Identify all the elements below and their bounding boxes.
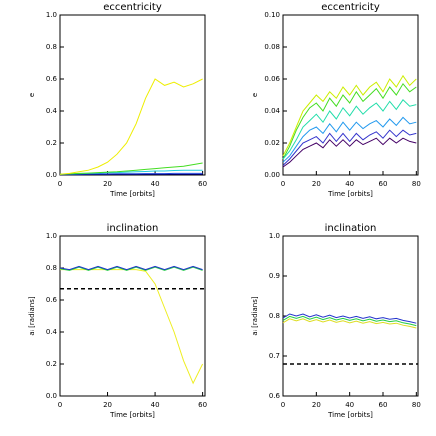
y-tick-label: 0.10 [264, 11, 280, 19]
y-axis-label: e [28, 93, 36, 97]
y-tick-label: 0.0 [46, 392, 57, 400]
x-tick-label: 0 [281, 180, 285, 188]
y-tick-label: 0.9 [269, 272, 280, 280]
x-tick-label: 20 [103, 401, 112, 409]
series-line [59, 162, 203, 175]
series-line [282, 137, 417, 168]
x-tick-label: 40 [345, 401, 354, 409]
y-axis-label: aᵢ [radians] [28, 296, 36, 335]
y-tick-label: 0.06 [264, 75, 280, 83]
x-tick-label: 20 [312, 401, 321, 409]
x-tick-label: 80 [412, 180, 421, 188]
y-tick-label: 0.8 [46, 43, 57, 51]
y-tick-label: 0.00 [264, 171, 280, 179]
series-line [282, 318, 417, 329]
x-tick-label: 60 [198, 401, 207, 409]
series-line [59, 266, 203, 271]
y-tick-label: 0.4 [46, 328, 58, 336]
x-tick-label: 40 [151, 401, 160, 409]
x-tick-label: 60 [198, 180, 207, 188]
x-tick-label: 80 [412, 401, 421, 409]
panel-title: inclination [107, 223, 159, 234]
series-line [60, 269, 204, 385]
x-axis-label: Time [orbits] [327, 190, 373, 198]
x-tick-label: 60 [379, 180, 388, 188]
series-line [282, 313, 417, 324]
plot-frame [282, 14, 419, 176]
series-line [59, 265, 203, 271]
y-tick-label: 0.8 [46, 264, 57, 272]
y-tick-label: 0.7 [269, 352, 280, 360]
panel-title: eccentricity [103, 2, 162, 13]
series-line [282, 82, 417, 160]
y-tick-label: 0.08 [264, 43, 280, 51]
series-line [282, 116, 417, 163]
x-axis-label: Time [orbits] [109, 411, 155, 419]
y-tick-label: 0.04 [264, 107, 280, 115]
series-line [282, 315, 417, 327]
y-tick-label: 0.6 [269, 392, 281, 400]
x-tick-label: 0 [58, 401, 62, 409]
panel-title: inclination [325, 223, 377, 234]
x-tick-label: 20 [103, 180, 112, 188]
x-tick-label: 40 [345, 180, 354, 188]
y-axis-label: aᵢ [radians] [251, 296, 259, 335]
x-axis-label: Time [orbits] [327, 411, 373, 419]
y-tick-label: 0.6 [46, 296, 58, 304]
y-tick-label: 1.0 [46, 11, 57, 19]
series-line [59, 78, 203, 175]
series-line [282, 74, 417, 157]
y-tick-label: 0.6 [46, 75, 58, 83]
y-tick-label: 0.4 [46, 107, 58, 115]
y-tick-label: 0.2 [46, 360, 57, 368]
y-axis-label: e [251, 93, 259, 97]
y-tick-label: 0.2 [46, 139, 57, 147]
series-line [282, 99, 417, 160]
x-axis-label: Time [orbits] [109, 190, 155, 198]
series-line [282, 129, 417, 166]
plot-frame [59, 235, 206, 397]
y-tick-label: 0.02 [264, 139, 280, 147]
x-tick-label: 20 [312, 180, 321, 188]
y-tick-label: 0.8 [269, 312, 280, 320]
x-tick-label: 60 [379, 401, 388, 409]
x-tick-label: 0 [58, 180, 62, 188]
x-tick-label: 0 [281, 401, 285, 409]
y-tick-label: 1.0 [46, 232, 57, 240]
plot-frame [59, 14, 206, 176]
x-tick-label: 40 [151, 180, 160, 188]
panel-title: eccentricity [321, 2, 380, 13]
y-tick-label: 1.0 [269, 232, 280, 240]
y-tick-label: 0.0 [46, 171, 57, 179]
